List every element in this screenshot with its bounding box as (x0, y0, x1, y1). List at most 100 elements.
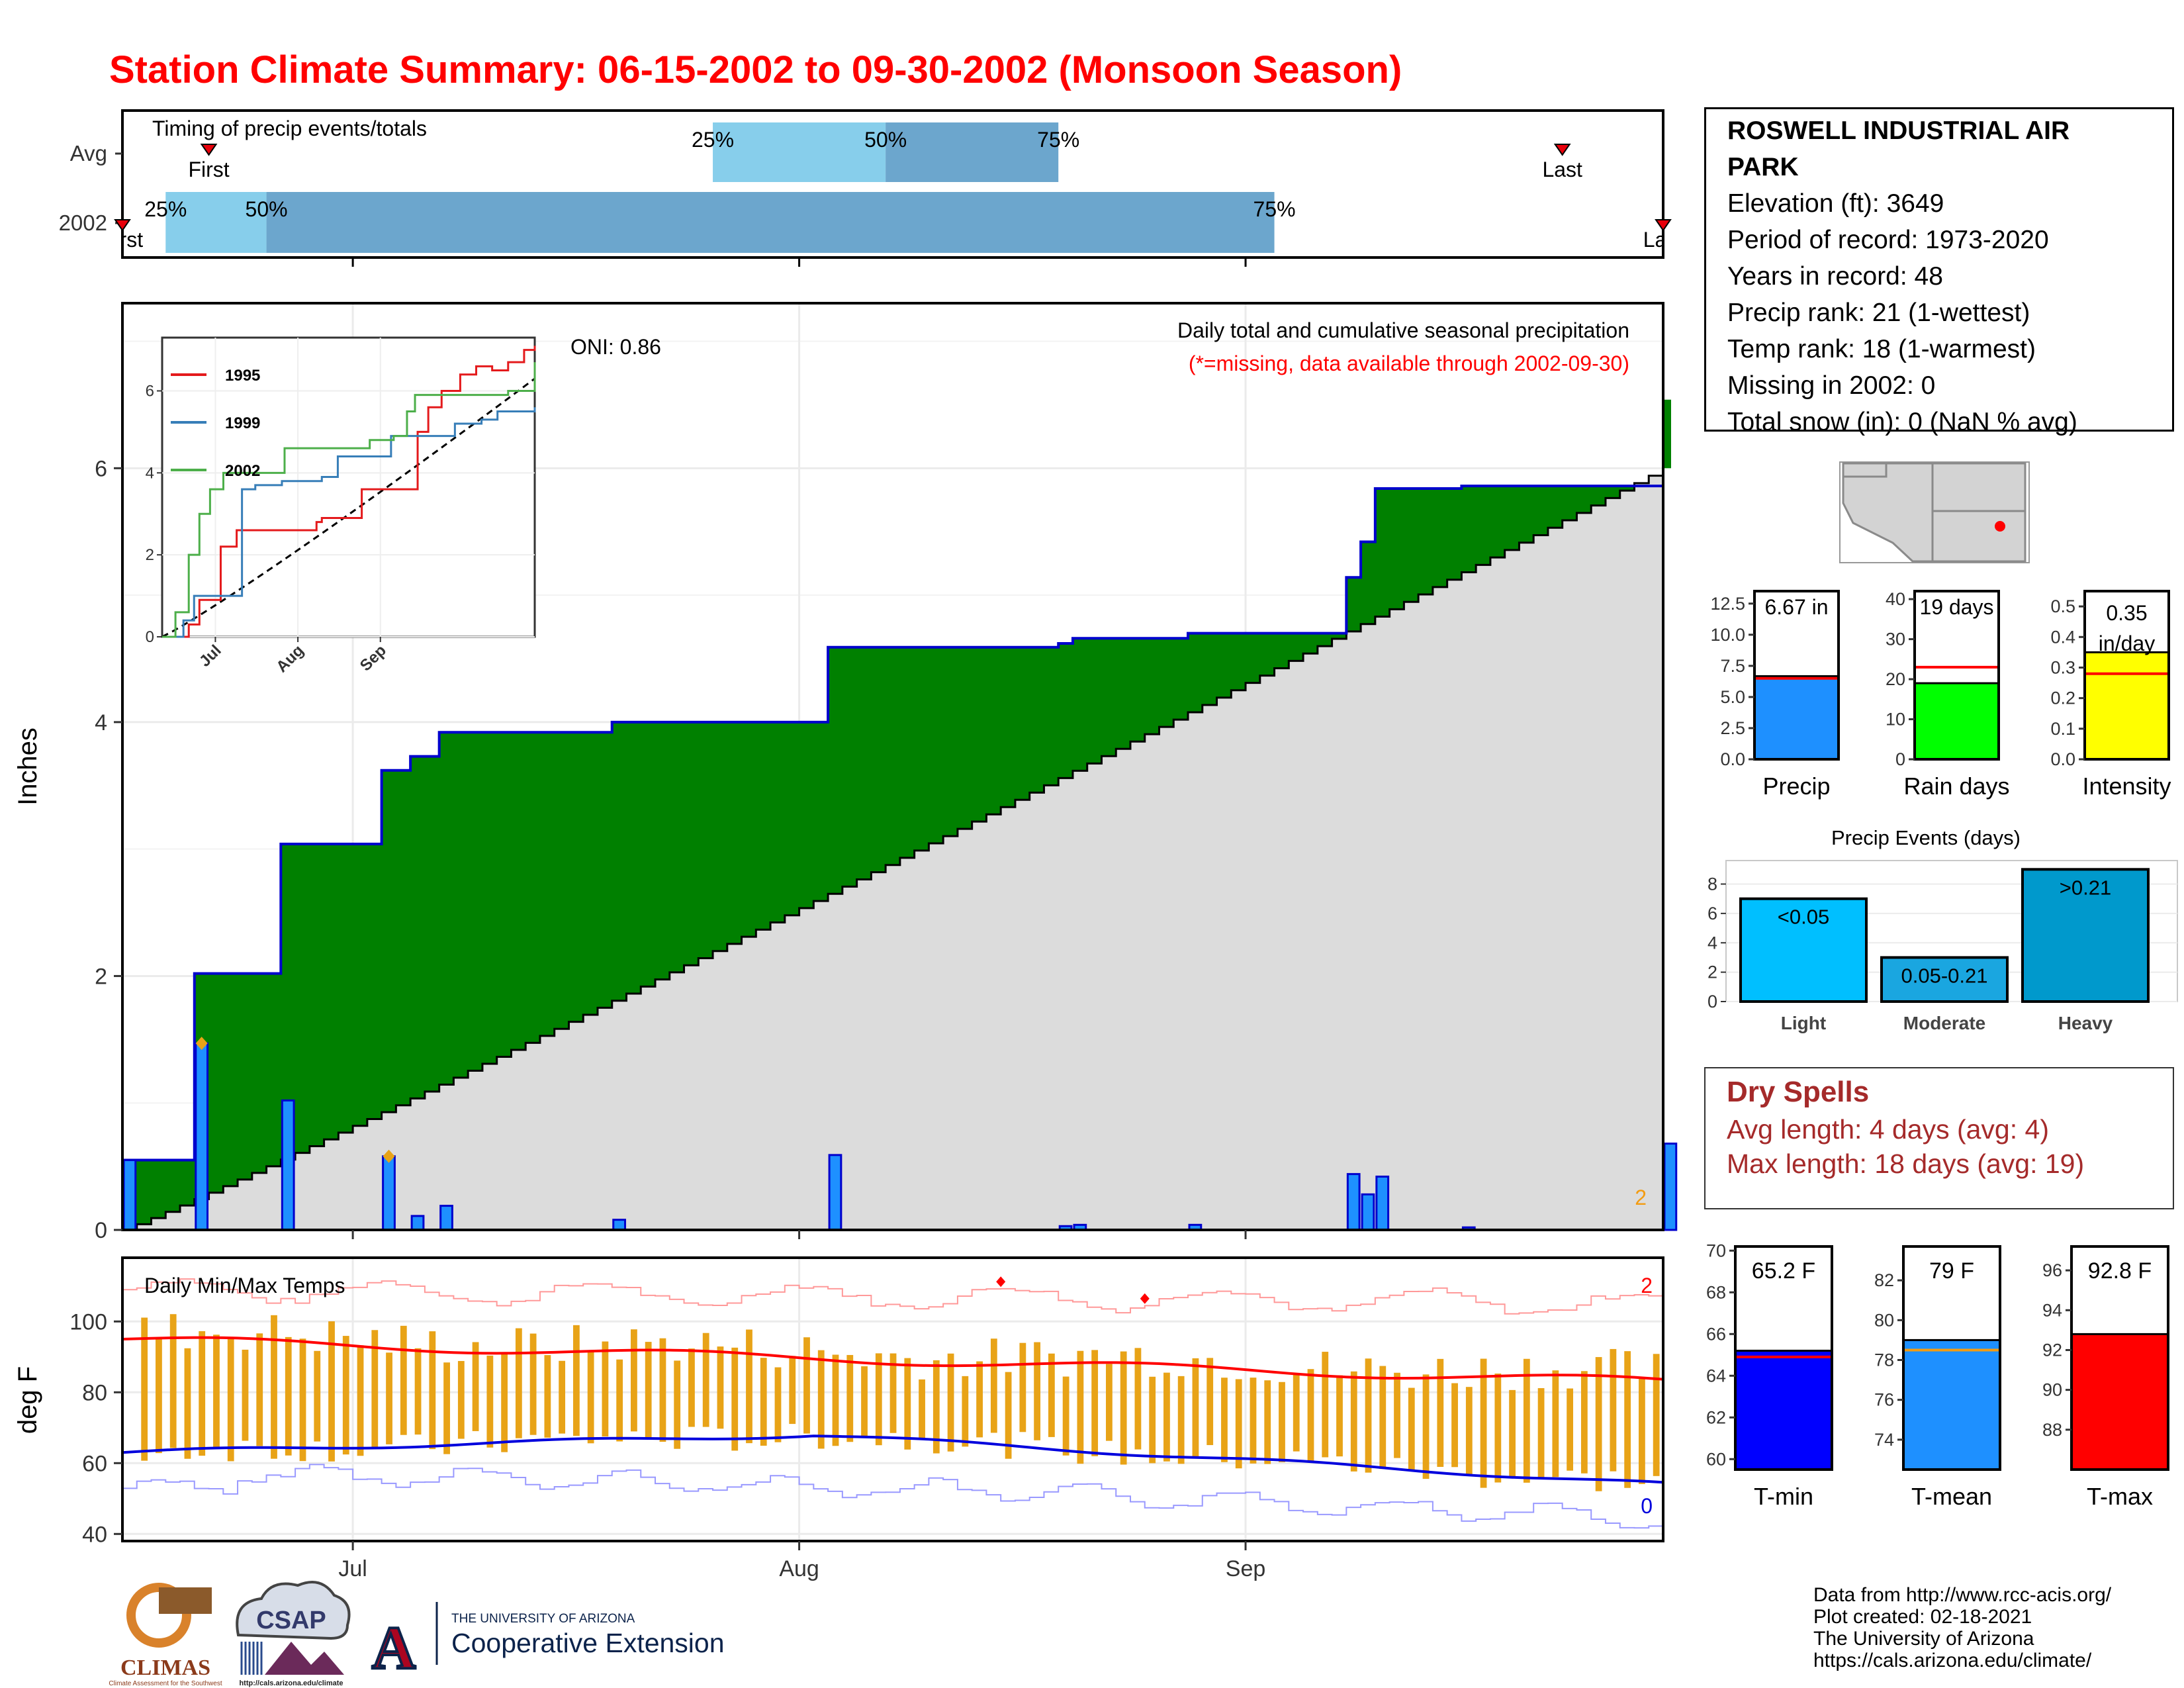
precip-surplus (597, 732, 613, 1008)
precip-total-ytick-label: 10.0 (1710, 625, 1745, 645)
events-category: Heavy (2058, 1013, 2113, 1033)
precip-avg-area (122, 468, 1663, 1230)
temp-mean-value: 92.8 F (2088, 1258, 2152, 1284)
precip-surplus (986, 647, 1001, 815)
temps-daily-bar (1379, 1366, 1387, 1470)
temps-daily-bar (242, 1349, 249, 1441)
precip-title: Daily total and cumulative seasonal prec… (1177, 318, 1629, 342)
temps-title: Daily Min/Max Temps (144, 1274, 345, 1297)
precip-surplus (886, 647, 901, 865)
precip-surplus (1202, 633, 1218, 705)
precip-total-ytick-label: 0 (1895, 749, 1905, 769)
tmean-bar (1902, 1338, 2001, 1471)
temps-panel: 40 60 80 100 Jul Aug Sep deg F Daily Min/Max Tem… (13, 1256, 1664, 1581)
timing-first-label-2002: First (102, 228, 143, 252)
precip-total-category: Rain days (1903, 773, 2009, 800)
temps-record-marker (1140, 1293, 1150, 1304)
events-category: Light (1781, 1013, 1826, 1033)
tmean-ytick-label: 74 (1874, 1430, 1894, 1450)
temps-daily-bar (659, 1338, 666, 1442)
temps-daily-bar (342, 1336, 349, 1455)
events-ytick-label: 0 (1707, 992, 1717, 1011)
temps-daily-bar (472, 1342, 479, 1431)
precip-surplus (1389, 489, 1404, 610)
temps-daily-bar (645, 1342, 652, 1438)
precip-surplus (1029, 647, 1045, 793)
precip-total-ytick-label: 20 (1886, 669, 1905, 689)
precip-surplus (972, 647, 987, 822)
ua-logo-letter: A (372, 1614, 416, 1681)
precip-total-ytick-label: 0.1 (2050, 719, 2075, 739)
precip-surplus (223, 973, 238, 1186)
temp-mean-ytick-label: 68 (1706, 1282, 1726, 1302)
temps-daily-bar (443, 1362, 450, 1454)
temps-record-marker (996, 1276, 1006, 1288)
precip-total-ytick-label: 12.5 (1710, 594, 1745, 614)
precip-ylabel: Inches (13, 727, 42, 806)
temps-xtick-label: Jul (338, 1556, 367, 1581)
temp-mean-bar (1734, 1349, 1833, 1471)
precip-surplus (1519, 486, 1534, 543)
precip-surplus (842, 647, 858, 887)
timing-title: Timing of precip events/totals (152, 117, 427, 140)
inset-ytick-label: 2 (146, 546, 154, 564)
precip-surplus (1490, 486, 1506, 558)
precip-total-ytick-label: 2.5 (1720, 718, 1745, 738)
timing-panel: Timing of precip events/totals Avg 25% 50% 7… (59, 109, 1672, 267)
temps-daily-bar (731, 1347, 739, 1451)
precip-surplus (1044, 647, 1059, 786)
precip-surplus (899, 647, 915, 858)
timing-last-marker (1553, 144, 1571, 156)
csap-url: http://cals.arizona.edu/climate (239, 1679, 343, 1687)
precip-surplus (410, 756, 426, 1099)
temps-daily-bar (1480, 1358, 1487, 1488)
precip-daily-bar (195, 1042, 209, 1231)
precip-surplus (655, 722, 670, 980)
temps-record-min-line (122, 1464, 1664, 1529)
temps-daily-bar (285, 1336, 292, 1456)
precip-surplus (1058, 643, 1073, 778)
temps-daily-bar (717, 1346, 724, 1429)
timing-bar-q2 (886, 122, 1059, 182)
inset-ytick-label: 0 (146, 628, 154, 646)
precip-surplus (1087, 638, 1103, 764)
temps-ytick-label: 100 (69, 1309, 107, 1335)
precip-surplus (741, 722, 756, 937)
precip-daily-bar (828, 1154, 842, 1231)
precip-surplus (1332, 633, 1347, 639)
inset-legend-label: 1995 (225, 367, 260, 385)
temps-daily-bar (1639, 1378, 1645, 1484)
tmean-ytick-label: 76 (1874, 1390, 1894, 1410)
precip-surplus (1533, 486, 1549, 536)
temps-ytick-label: 40 (82, 1522, 107, 1547)
timing-label-50: 50% (246, 197, 288, 221)
precip-surplus (1101, 638, 1116, 757)
precip-ytick-label: 6 (95, 456, 107, 481)
precip-surplus (1346, 577, 1361, 632)
temps-ytick-label: 80 (82, 1380, 107, 1405)
precip-surplus (396, 770, 411, 1105)
temps-daily-bar (904, 1358, 911, 1450)
precip-surplus (453, 732, 469, 1078)
station-years: Years in record: 48 (1727, 262, 1943, 291)
precip-surplus (1274, 633, 1289, 669)
precip-surplus (943, 647, 958, 837)
temps-daily-bar (256, 1333, 263, 1446)
precip-panel: 0 2 4 6 Inches Daily total and cumulative sea… (13, 302, 1678, 1243)
precip-surplus (165, 1160, 181, 1212)
temps-daily-bar (1264, 1380, 1271, 1464)
precip-surplus (698, 722, 713, 959)
temps-daily-bar (169, 1314, 177, 1448)
temps-daily-bar (774, 1367, 782, 1442)
precip-total-ytick-label: 40 (1886, 589, 1905, 609)
precip-flag-marker (383, 1149, 395, 1163)
precip-surplus (1375, 489, 1390, 617)
temps-daily-bar (933, 1360, 940, 1454)
temps-daily-bar (314, 1350, 321, 1442)
precip-oni: ONI: 0.86 (570, 335, 661, 359)
precip-surplus (482, 732, 498, 1064)
timing-label-50: 50% (864, 128, 907, 152)
temps-daily-bar (789, 1356, 796, 1425)
temp-mean-ytick-label: 64 (1706, 1366, 1726, 1385)
